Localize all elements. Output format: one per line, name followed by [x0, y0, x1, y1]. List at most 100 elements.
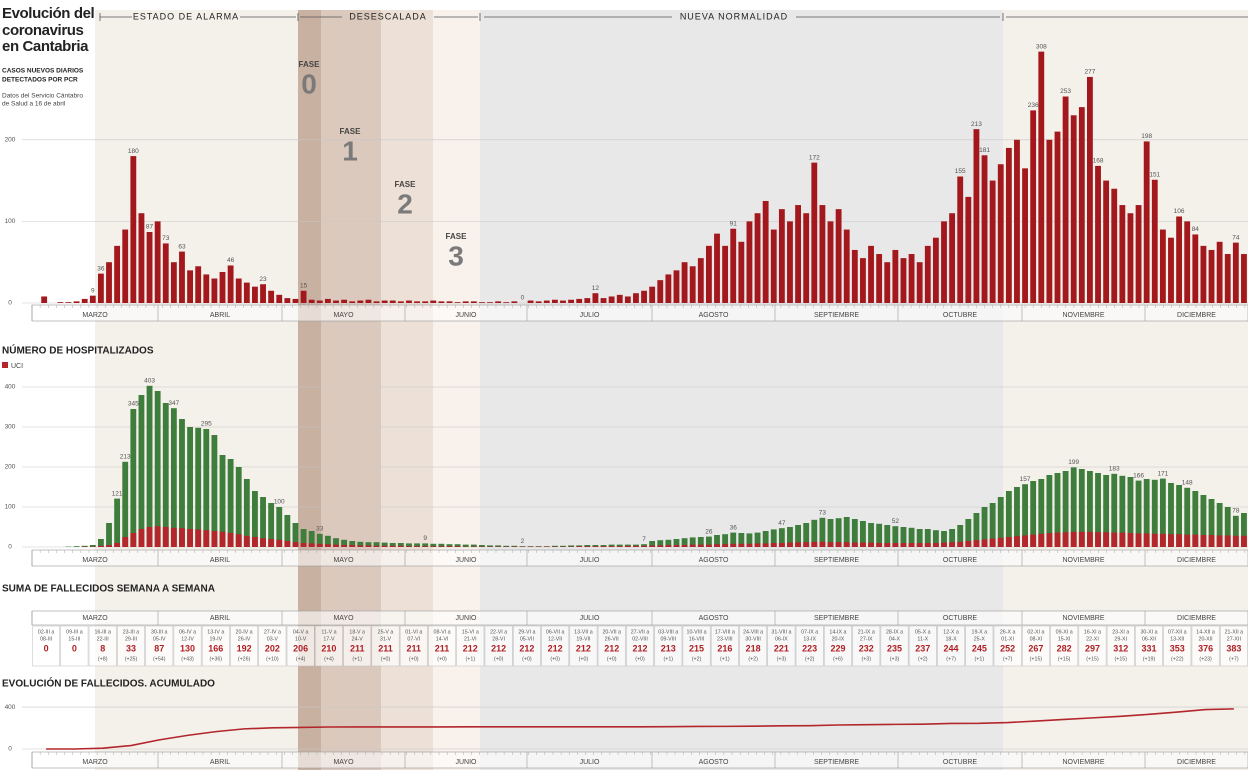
month-label: DICIEMBRE	[1177, 615, 1216, 622]
bar	[1200, 245, 1207, 303]
week-label: 07-IX a	[801, 629, 818, 635]
weekly-change: (+0)	[635, 656, 645, 662]
bar	[487, 302, 493, 303]
month-label: AGOSTO	[699, 759, 729, 766]
month-label: OCTUBRE	[943, 615, 978, 622]
weekly-change: (+1)	[720, 656, 730, 662]
bar	[673, 270, 680, 303]
week-label: 20-XII	[1199, 636, 1213, 642]
bar	[851, 519, 858, 547]
bar	[268, 503, 275, 547]
bar	[1151, 533, 1158, 547]
bar	[268, 539, 275, 547]
bar	[203, 530, 210, 547]
data-label: 73	[819, 510, 827, 517]
bar	[787, 221, 793, 303]
bar	[438, 543, 445, 547]
bar	[1192, 534, 1199, 547]
weekly-change: (+15)	[1030, 656, 1043, 662]
bar	[600, 298, 607, 303]
week-label: 06-IV a	[179, 629, 196, 635]
source: de Salud a 16 de abril	[2, 101, 66, 108]
bar	[1143, 479, 1150, 547]
month-label: OCTUBRE	[943, 759, 978, 766]
bar	[762, 531, 769, 547]
bar	[689, 544, 696, 547]
bar	[170, 408, 177, 547]
bar	[932, 237, 939, 303]
bar	[1030, 481, 1037, 547]
data-label: 33	[316, 526, 324, 533]
bar	[106, 523, 112, 547]
bar	[989, 538, 996, 547]
bar	[1022, 168, 1028, 303]
bar	[406, 300, 412, 303]
bar	[803, 213, 810, 303]
bar	[292, 298, 299, 303]
weekly-change: (+7)	[946, 656, 956, 662]
bar	[357, 545, 364, 547]
month-label: DICIEMBRE	[1177, 312, 1216, 319]
bar	[511, 545, 518, 547]
phase-label: FASE	[446, 232, 468, 241]
data-label: 172	[809, 154, 820, 161]
table-cell	[993, 625, 1022, 667]
table-cell	[1135, 625, 1163, 667]
bar	[1095, 532, 1101, 547]
weekly-total: 223	[802, 643, 817, 653]
bar	[260, 497, 266, 547]
bar	[1176, 534, 1183, 547]
week-label: 20-VII a	[602, 629, 621, 635]
table-cell	[824, 625, 852, 667]
bar	[1070, 531, 1077, 547]
week-label: 09-VIII	[660, 636, 676, 642]
data-label: 2	[521, 538, 525, 545]
bar	[1095, 473, 1101, 547]
bar	[1103, 532, 1110, 547]
bar	[860, 258, 866, 303]
bar	[462, 301, 469, 303]
week-label: 09-III a	[66, 629, 83, 635]
week-label: 21-XII a	[1225, 629, 1244, 635]
table-cell	[88, 625, 117, 667]
table-cell	[230, 625, 258, 667]
table-cell	[32, 625, 61, 667]
bar	[722, 245, 729, 303]
bar	[924, 543, 931, 547]
bar	[900, 527, 907, 547]
data-label: 100	[274, 499, 285, 506]
weekly-total: 211	[435, 643, 450, 653]
bar	[276, 294, 283, 303]
bar	[195, 427, 202, 547]
bar	[989, 503, 996, 547]
bar	[1224, 535, 1231, 547]
table-cell	[371, 625, 400, 667]
bar	[389, 545, 396, 547]
bar	[592, 545, 599, 547]
weekly-total: 215	[689, 643, 704, 653]
bar	[227, 533, 234, 547]
week-label: 29-III	[125, 636, 137, 642]
weekly-total: 211	[378, 643, 393, 653]
week-label: 18-V a	[349, 629, 365, 635]
phase-label: FASE	[395, 180, 417, 189]
bar	[965, 196, 972, 303]
month-label: NOVIEMBRE	[1062, 615, 1104, 622]
table-cell	[569, 625, 598, 667]
weekly-change: (+25)	[125, 656, 138, 662]
week-label: 12-X a	[943, 629, 959, 635]
bar	[130, 156, 137, 303]
bar	[73, 546, 80, 547]
bar	[551, 299, 558, 303]
week-label: 03-V	[267, 636, 279, 642]
bar	[1135, 533, 1142, 547]
bar	[1200, 535, 1207, 547]
month-label: MARZO	[82, 759, 108, 766]
bar	[1232, 242, 1239, 303]
bar	[446, 301, 453, 303]
y-tick-label: 400	[5, 384, 16, 391]
bar	[835, 542, 842, 547]
bar	[1184, 534, 1191, 547]
week-label: 06-XII	[1142, 636, 1156, 642]
bar	[414, 301, 420, 303]
